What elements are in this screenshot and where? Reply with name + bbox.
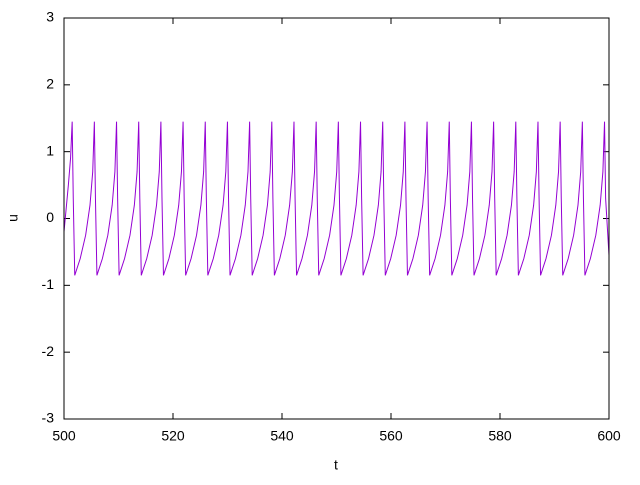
y-axis-label: u (5, 214, 21, 222)
y-tick-label: 2 (46, 76, 54, 92)
x-tick-label: 520 (161, 428, 185, 444)
y-tick-label: 0 (46, 209, 54, 225)
y-tick-label: 1 (46, 142, 54, 158)
y-tick-label: 3 (46, 9, 54, 25)
x-tick-label: 500 (52, 428, 76, 444)
x-tick-label: 600 (597, 428, 621, 444)
y-tick-label: -3 (42, 410, 55, 426)
data-line (63, 121, 610, 276)
x-axis-label: t (334, 457, 338, 473)
y-tick-label: -2 (42, 343, 55, 359)
plot-border (63, 17, 610, 420)
y-tick-label: -1 (42, 276, 55, 292)
x-tick-label: 580 (488, 428, 512, 444)
x-tick-label: 560 (379, 428, 403, 444)
x-tick-label: 540 (270, 428, 294, 444)
